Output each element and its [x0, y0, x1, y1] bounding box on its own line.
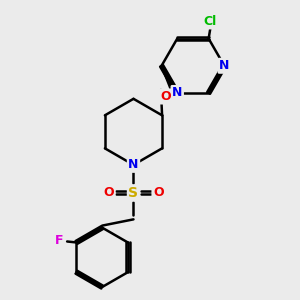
Text: O: O: [103, 186, 114, 200]
Text: S: S: [128, 186, 139, 200]
Text: N: N: [172, 86, 182, 100]
Text: F: F: [55, 234, 64, 247]
Text: Cl: Cl: [204, 15, 217, 28]
Text: N: N: [219, 59, 230, 72]
Text: N: N: [128, 158, 139, 171]
Text: O: O: [153, 186, 164, 200]
Text: O: O: [160, 90, 171, 103]
